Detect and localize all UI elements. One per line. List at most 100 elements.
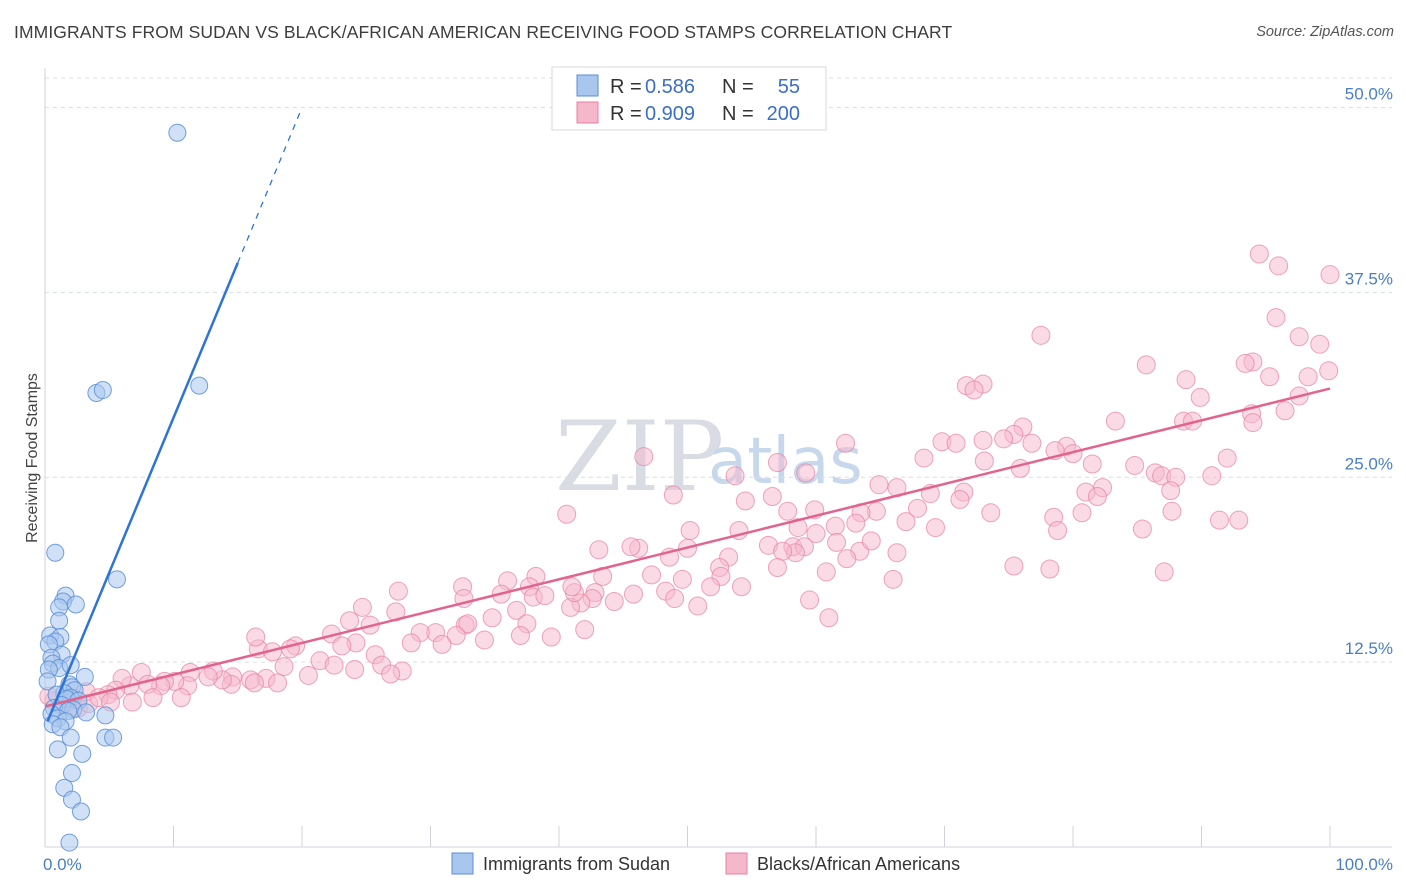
point-blacks <box>665 589 685 609</box>
point-blacks <box>541 627 561 647</box>
point-blacks <box>352 597 372 617</box>
point-blacks <box>974 451 994 471</box>
point-blacks <box>950 489 970 509</box>
y-tick-labels: 12.5% 25.0% 37.5% 50.0% <box>1345 85 1393 659</box>
point-blacks <box>816 562 836 582</box>
point-sudan <box>60 833 79 852</box>
point-sudan <box>93 381 112 400</box>
point-blacks <box>773 541 793 561</box>
point-blacks <box>926 518 946 538</box>
point-blacks <box>122 692 142 712</box>
point-blacks <box>1087 487 1107 507</box>
watermark: ZIP atlas <box>555 401 863 513</box>
point-blacks <box>458 614 478 634</box>
point-blacks <box>621 537 641 557</box>
point-blacks <box>1202 466 1222 486</box>
point-blacks <box>1022 433 1042 453</box>
point-blacks <box>604 592 624 612</box>
point-blacks <box>510 626 530 646</box>
point-blacks <box>1040 559 1060 579</box>
point-blacks <box>642 565 662 585</box>
point-blacks <box>762 487 782 507</box>
point-blacks <box>964 380 984 400</box>
point-sudan <box>168 123 187 142</box>
point-blacks <box>244 673 264 693</box>
y-tick-label: 12.5% <box>1345 639 1393 658</box>
point-sudan <box>46 543 65 562</box>
point-blacks <box>324 655 344 675</box>
legend-swatch-blacks <box>576 101 599 124</box>
point-blacks <box>388 581 408 601</box>
point-blacks <box>1125 455 1145 475</box>
point-blacks <box>143 688 163 708</box>
trend-line-sudan <box>46 262 239 722</box>
point-blacks <box>1190 387 1210 407</box>
point-blacks <box>624 584 644 604</box>
point-blacks <box>1132 519 1152 539</box>
legend-n-value-1: 55 <box>778 76 800 98</box>
point-blacks <box>345 660 365 680</box>
point-blacks <box>589 540 609 560</box>
legend-n-value-2: 200 <box>767 103 800 125</box>
point-blacks <box>1136 355 1156 375</box>
point-blacks <box>1298 367 1318 387</box>
x-tick-labels: 0.0% 100.0% <box>43 855 1393 874</box>
point-blacks <box>973 430 993 450</box>
point-blacks <box>432 634 452 654</box>
stats-legend: R = 0.586 N = 55 R = 0.909 N = 200 <box>551 66 827 131</box>
point-blacks <box>1243 413 1263 433</box>
point-sudan <box>107 570 126 589</box>
point-blacks <box>1010 458 1030 478</box>
point-blacks <box>298 665 318 685</box>
trend-lines <box>44 107 1331 722</box>
point-sudan <box>190 376 209 395</box>
point-blacks <box>735 491 755 511</box>
y-tick-label: 37.5% <box>1345 269 1393 288</box>
point-blacks <box>507 600 527 620</box>
point-blacks <box>246 627 266 647</box>
y-tick-label: 50.0% <box>1345 85 1393 104</box>
point-blacks <box>672 569 692 589</box>
legend-r-label-1: R = <box>610 76 642 98</box>
bottom-legend-swatch-blacks <box>725 852 748 875</box>
series-legend: Immigrants from Sudan Blacks/African Ame… <box>451 852 960 875</box>
point-blacks <box>914 448 934 468</box>
point-blacks <box>1031 325 1051 345</box>
point-sudan <box>96 706 115 725</box>
point-blacks <box>1004 556 1024 576</box>
x-tick-label-max: 100.0% <box>1335 855 1393 874</box>
chart-title: IMMIGRANTS FROM SUDAN VS BLACK/AFRICAN A… <box>14 22 953 42</box>
legend-r-value-2: 0.909 <box>645 103 695 125</box>
point-sudan <box>66 595 85 614</box>
series-blacks-points <box>39 244 1340 718</box>
source-label: Source: ZipAtlas.com <box>1256 24 1394 40</box>
point-blacks <box>767 453 787 472</box>
point-blacks <box>274 657 294 677</box>
point-blacks <box>825 516 845 536</box>
point-blacks <box>819 608 839 628</box>
point-blacks <box>731 577 751 597</box>
point-blacks <box>1249 244 1269 264</box>
y-axis-label: Receiving Food Stamps <box>24 373 41 543</box>
point-blacks <box>535 586 555 606</box>
point-sudan <box>104 728 123 747</box>
point-blacks <box>861 531 881 551</box>
point-blacks <box>896 512 916 532</box>
point-blacks <box>198 667 218 687</box>
point-blacks <box>268 673 288 693</box>
point-blacks <box>725 466 745 486</box>
point-sudan <box>77 703 96 722</box>
point-blacks <box>1082 454 1102 474</box>
point-blacks <box>1320 265 1340 285</box>
point-blacks <box>994 429 1014 449</box>
bottom-legend-swatch-sudan <box>451 852 474 875</box>
point-blacks <box>332 636 352 656</box>
point-blacks <box>908 498 928 518</box>
point-blacks <box>827 532 847 552</box>
point-sudan <box>73 744 92 763</box>
point-blacks <box>280 639 300 659</box>
point-blacks <box>1289 327 1309 347</box>
legend-r-value-1: 0.586 <box>645 76 695 98</box>
point-blacks <box>883 569 903 589</box>
point-blacks <box>806 523 826 543</box>
